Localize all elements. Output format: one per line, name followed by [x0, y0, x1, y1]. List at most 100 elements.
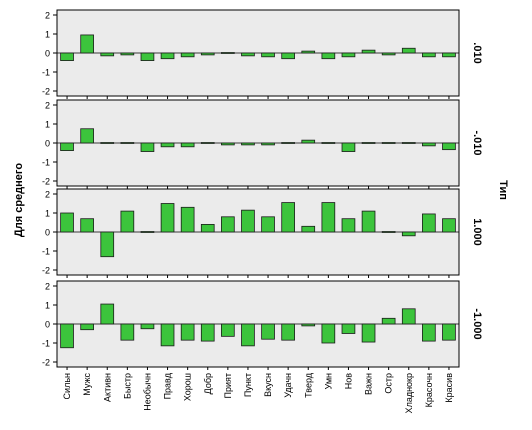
bar [200, 52, 215, 56]
x-tick-label: Прият [223, 373, 233, 399]
x-tick-label: Мужс [82, 373, 92, 396]
bar [120, 142, 135, 144]
bar [401, 142, 416, 144]
y-tick-label: 0 [45, 139, 50, 149]
bar [60, 323, 74, 349]
bar [160, 52, 175, 60]
bar [241, 142, 255, 146]
bar [341, 218, 356, 233]
panel-3: 2 1 0 -1 -2 1.000 [42, 188, 483, 278]
x-tick-label: Умн [323, 373, 333, 390]
bar [361, 323, 376, 343]
bar [341, 323, 356, 334]
bar [60, 212, 74, 233]
bar [100, 52, 115, 57]
panel-label: -.010 [471, 130, 483, 155]
bar [221, 323, 235, 337]
x-tick-label: Красочн [424, 373, 434, 407]
bar [442, 218, 456, 233]
bar [401, 47, 416, 54]
panel-label: .010 [471, 42, 483, 63]
x-tick-label: Важн [364, 373, 374, 395]
y-tick-label: 1 [45, 120, 50, 130]
y-tick-label: -1 [42, 247, 50, 257]
bar [401, 308, 416, 325]
bar [140, 142, 155, 152]
bar [301, 50, 316, 54]
x-tick-label: Сильн [62, 373, 72, 399]
bar [361, 210, 376, 233]
bar [301, 225, 316, 233]
x-tick-label: Удачн [283, 373, 293, 398]
bar [281, 52, 295, 60]
x-tick-label: Хладнокр [404, 373, 414, 413]
panel-label: 1.000 [471, 218, 483, 246]
y-tick-label: -2 [42, 266, 50, 276]
bar [80, 323, 94, 331]
bar [422, 52, 436, 58]
bar [80, 218, 94, 233]
bar [261, 142, 275, 146]
panel-label: -1.000 [471, 308, 483, 339]
bar [361, 142, 376, 144]
bar [341, 142, 356, 152]
bar [120, 323, 135, 341]
y-tick-label: 2 [45, 11, 50, 21]
bar [200, 323, 215, 342]
bar [180, 323, 195, 341]
bar [381, 142, 396, 144]
x-tick-label: Добр [203, 373, 213, 394]
bar [422, 323, 436, 342]
y-tick-label: 0 [45, 228, 50, 238]
bar [381, 231, 396, 233]
panel-1: 2 1 0 -1 -2 .010 [42, 9, 483, 99]
y-tick-label: 2 [45, 101, 50, 111]
x-tick-label: Вкусн [263, 373, 273, 397]
bar [381, 52, 396, 56]
x-tick-label: Пункт [243, 373, 253, 397]
x-tick-label: Правд [163, 372, 173, 399]
y-tick-label: 1 [45, 301, 50, 311]
bar [321, 142, 336, 144]
bar [241, 323, 255, 347]
bar [140, 231, 155, 233]
bar [442, 323, 456, 341]
x-tick-label: Тверд [303, 372, 313, 398]
bar [60, 52, 74, 61]
y-tick-label: 2 [45, 282, 50, 292]
panels-group: 2 1 0 -1 -2 .010 2 1 0 -1 -2 -.010 2 1 0 -1 -2 1.000 2 1 0 -1… [42, 9, 483, 370]
bar [422, 213, 436, 233]
bar [261, 323, 275, 340]
bar [442, 52, 456, 58]
y-tick-label: -1 [42, 158, 50, 168]
y-axis-title: Для среднего [13, 163, 25, 237]
bar [200, 142, 215, 144]
bar [321, 52, 336, 60]
bar [361, 49, 376, 54]
x-tick-label: Нов [343, 373, 353, 390]
bar [200, 223, 215, 233]
y-tick-label: -2 [42, 177, 50, 187]
x-tick-label: Остр [384, 373, 394, 394]
panel-variable-title: Тип [497, 180, 509, 200]
bar [401, 231, 416, 237]
bar [321, 202, 336, 233]
bar [160, 323, 175, 347]
bar [160, 142, 175, 148]
bar [341, 52, 356, 58]
x-tick-labels: Сильн Мужс Активн Быстр Необычн Правд Хорош Доб… [62, 372, 454, 413]
y-tick-label: -2 [42, 358, 50, 368]
bar [180, 142, 195, 148]
bar [221, 142, 235, 146]
y-tick-label: 0 [45, 49, 50, 59]
bar [180, 52, 195, 58]
bar [80, 34, 94, 54]
bar [241, 209, 255, 233]
x-tick-label: Быстр [122, 373, 132, 399]
bar [221, 52, 235, 54]
y-tick-label: -2 [42, 87, 50, 97]
y-tick-label: 2 [45, 190, 50, 200]
x-tick-label: Необычн [142, 373, 152, 411]
bar [140, 52, 155, 61]
